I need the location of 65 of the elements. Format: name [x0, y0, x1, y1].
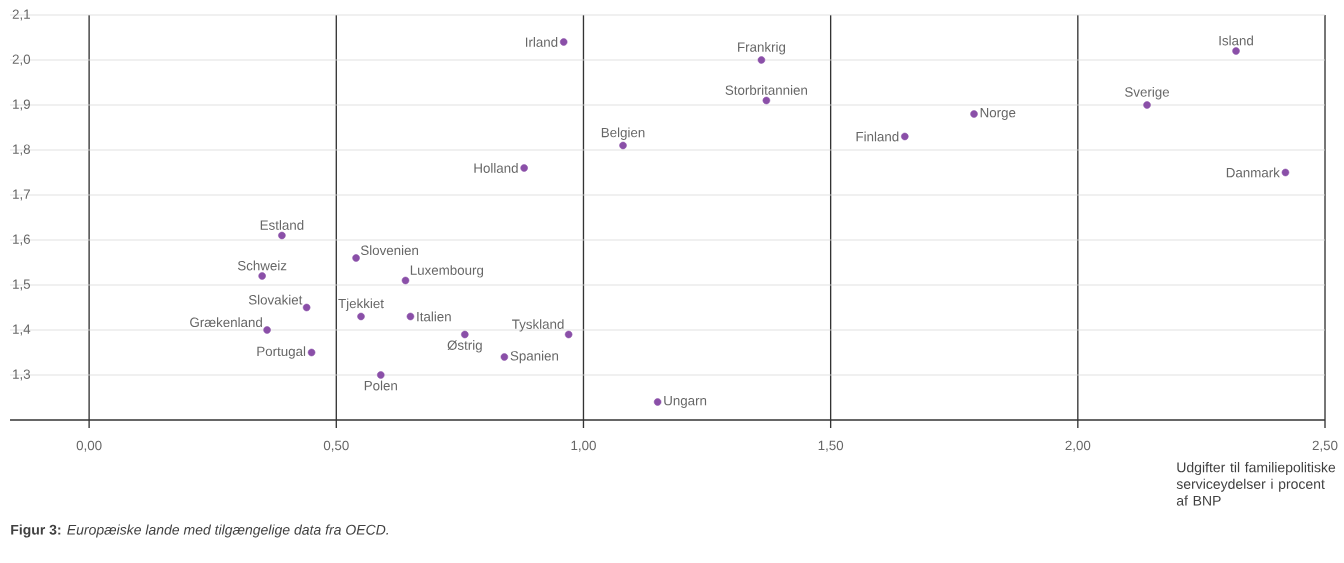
- y-tick-label: 2,1: [12, 9, 30, 21]
- point: [520, 164, 528, 172]
- x-tick-label: 1,00: [571, 440, 596, 452]
- y-tick-label: 1,4: [13, 324, 31, 336]
- point: [401, 276, 410, 285]
- point: [1232, 47, 1240, 55]
- point: [653, 398, 662, 406]
- point: [619, 141, 627, 150]
- annotation: Tjekkiet: [338, 298, 384, 311]
- annotation: Tyskland: [512, 319, 564, 332]
- annotation: Frankrig: [738, 41, 786, 55]
- annotation: Slovakiet: [248, 294, 303, 305]
- y-tick-label: 1,7: [13, 189, 30, 201]
- annotation: Island: [1219, 35, 1253, 46]
- point: [564, 330, 573, 339]
- annotation: Holland: [474, 163, 518, 173]
- y-tick-label: 1,9: [13, 99, 30, 111]
- point: [263, 326, 271, 334]
- point: [307, 348, 316, 357]
- x-axis-title: Udgifter til familiepolitiske serviceydelser i procent af BNP: [1176, 462, 1336, 506]
- point: [500, 353, 509, 361]
- point: [901, 132, 909, 141]
- point: [461, 330, 469, 339]
- text: Figur 3: Europæiske lande med tilgængelige data fra OECD.: [11, 524, 388, 538]
- annotation: Grækenland: [190, 317, 262, 328]
- annotation: Ungarn: [664, 396, 707, 408]
- point: [559, 38, 568, 46]
- y-tick-label: 2,0: [12, 54, 31, 66]
- annotation: Schweiz: [237, 260, 287, 271]
- annotation: Italien: [417, 311, 451, 322]
- y-tick-label: 1,3: [13, 369, 31, 381]
- y-tick-label: 1,8: [13, 144, 31, 156]
- point: [1281, 168, 1290, 177]
- point: [302, 303, 311, 312]
- point: [406, 312, 415, 321]
- annotation: Portugal: [257, 346, 306, 359]
- annotation: Polen: [364, 380, 397, 391]
- x-tick-label: 0,50: [323, 440, 349, 452]
- annotation: Finland: [856, 131, 899, 142]
- y-tick-label: 1,6: [13, 234, 31, 246]
- annotation: Spanien: [510, 350, 559, 364]
- point: [278, 231, 286, 240]
- annotation: Belgien: [601, 127, 645, 140]
- point: [757, 56, 766, 64]
- point: [377, 371, 385, 379]
- annotation: Estland: [260, 220, 304, 230]
- annotation: Storbritannien: [725, 85, 807, 95]
- annotation: Irland: [525, 37, 558, 47]
- annotation: Danmark: [1226, 167, 1280, 178]
- point: [762, 96, 771, 105]
- annotation: Norge: [980, 108, 1016, 120]
- x-tick-label: 2,50: [1312, 440, 1338, 452]
- point: [1143, 101, 1151, 109]
- x-tick-label: 1,50: [818, 440, 844, 452]
- x-tick-label: 2,00: [1065, 440, 1091, 452]
- annotation: Slovenien: [360, 245, 419, 256]
- x-tick-label: 0,00: [76, 440, 102, 452]
- point: [352, 254, 360, 262]
- point: [258, 272, 266, 280]
- y-tick-label: 1,5: [13, 279, 31, 291]
- point: [970, 110, 978, 118]
- annotation: Sverige: [1125, 86, 1170, 100]
- point: [357, 312, 365, 321]
- annotation: Luxembourg: [410, 265, 484, 278]
- annotation: Østrig: [447, 340, 482, 353]
